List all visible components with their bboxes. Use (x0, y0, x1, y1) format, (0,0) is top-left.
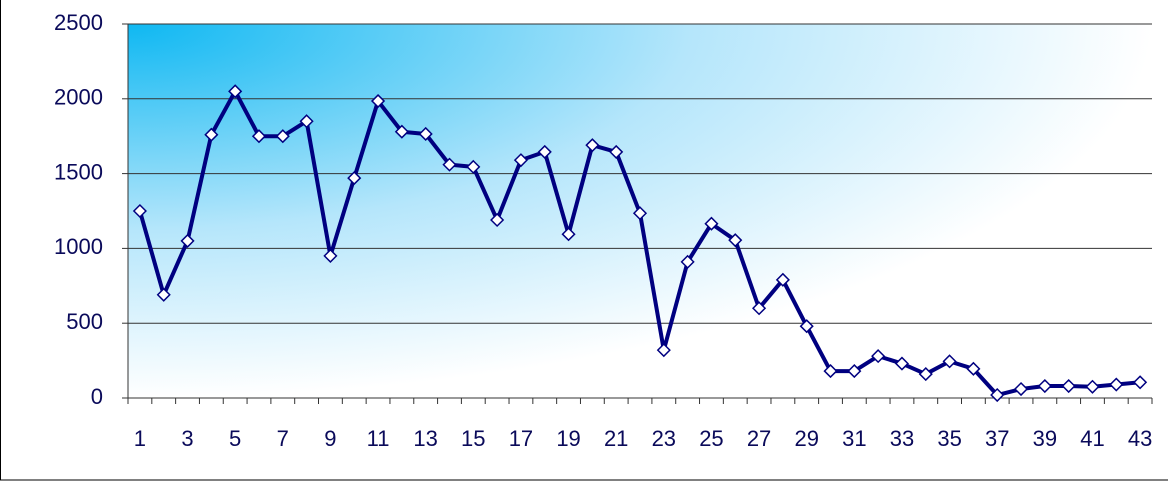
marker (537, 144, 552, 159)
x-tick-label: 37 (985, 426, 1009, 451)
y-tick-label: 500 (66, 309, 103, 334)
marker (466, 159, 481, 174)
x-tick-label: 33 (890, 426, 914, 451)
x-tick-label: 27 (747, 426, 771, 451)
x-tick-label: 3 (181, 426, 193, 451)
marker (442, 157, 457, 172)
x-tick-label: 29 (794, 426, 818, 451)
y-tick-label: 2500 (54, 10, 103, 35)
marker (990, 387, 1005, 403)
marker (251, 129, 267, 144)
marker (1085, 379, 1100, 394)
x-tick-label: 23 (652, 426, 676, 451)
marker (728, 233, 743, 248)
marker (871, 349, 886, 364)
marker (656, 343, 671, 358)
marker (204, 127, 219, 142)
marker (1013, 381, 1029, 397)
marker (180, 233, 195, 248)
marker (132, 203, 147, 219)
x-tick-label: 43 (1128, 426, 1152, 451)
x-tick-label: 21 (604, 426, 628, 451)
marker (942, 354, 957, 369)
marker (1037, 378, 1052, 394)
marker (1109, 377, 1124, 392)
marker (418, 126, 433, 142)
x-tick-label: 31 (842, 426, 866, 451)
marker (704, 216, 719, 231)
x-tick-label: 7 (277, 426, 289, 451)
marker (918, 367, 933, 382)
x-tick-label: 13 (413, 426, 437, 451)
x-tick-label: 41 (1080, 426, 1104, 451)
marker (775, 272, 790, 287)
marker (632, 206, 648, 221)
x-tick-label: 35 (937, 426, 961, 451)
x-tick-label: 5 (229, 426, 241, 451)
y-tick-label: 1000 (54, 234, 103, 259)
marker (799, 319, 814, 334)
x-tick-label: 17 (509, 426, 533, 451)
marker (156, 287, 171, 302)
y-tick-label: 0 (91, 384, 103, 409)
marker (228, 84, 243, 99)
marker (1061, 378, 1076, 394)
marker (394, 124, 409, 139)
x-tick-label: 25 (699, 426, 723, 451)
marker (347, 171, 362, 186)
y-tick-label: 2000 (54, 85, 103, 110)
x-tick-label: 11 (367, 426, 390, 451)
marker (894, 356, 910, 371)
marker (370, 93, 386, 109)
marker (323, 248, 338, 263)
marker (680, 254, 695, 269)
marker (585, 138, 600, 153)
marker (823, 364, 838, 379)
x-tick-label: 9 (324, 426, 336, 451)
y-tick-label: 1500 (54, 159, 103, 184)
marker (275, 129, 290, 144)
marker (490, 212, 505, 228)
x-tick-label: 1 (134, 426, 146, 451)
x-tick-label: 15 (461, 426, 485, 451)
x-tick-label: 39 (1033, 426, 1057, 451)
marker (966, 361, 981, 376)
marker (299, 114, 314, 129)
marker (752, 301, 767, 316)
marker (609, 144, 624, 159)
marker (1133, 375, 1148, 390)
marker (847, 364, 862, 379)
marker (513, 153, 528, 168)
marker (561, 227, 576, 242)
x-tick-label: 19 (556, 426, 580, 451)
